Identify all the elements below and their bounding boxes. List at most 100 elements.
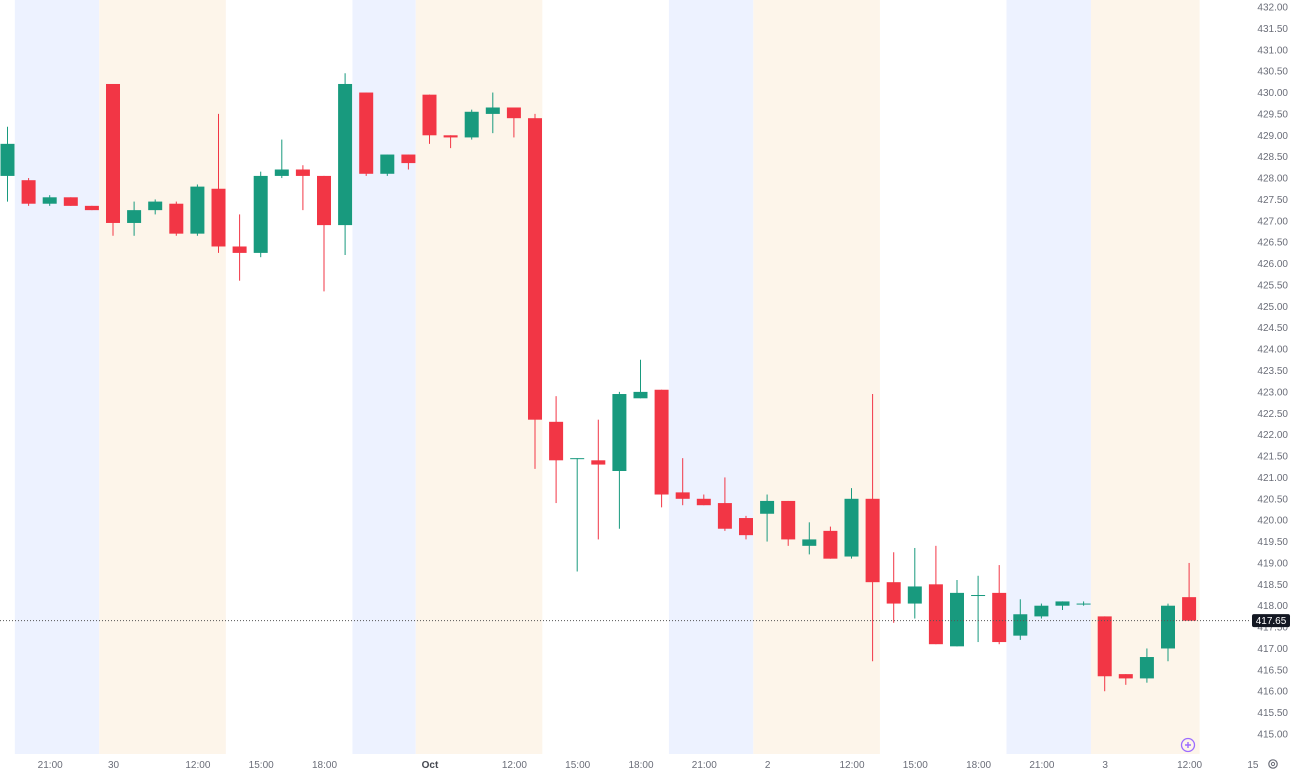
time-tick-label: 21:00 xyxy=(692,760,717,771)
session-band-asia xyxy=(668,0,754,754)
session-band-europe xyxy=(99,0,226,754)
candle-body xyxy=(802,539,817,546)
candle-body xyxy=(211,188,226,247)
price-tick-label: 419.50 xyxy=(1257,537,1288,548)
candle-body xyxy=(1161,605,1175,649)
price-tick-label: 428.00 xyxy=(1257,174,1288,185)
candle-up xyxy=(907,547,922,619)
plus-circle-icon[interactable] xyxy=(1180,737,1196,753)
candle-body xyxy=(21,180,36,204)
candle-body xyxy=(422,94,437,136)
candle-down xyxy=(865,394,880,662)
session-band-europe xyxy=(753,0,880,754)
candle-body xyxy=(528,118,542,420)
candle-body xyxy=(84,205,99,211)
price-tick-label: 420.00 xyxy=(1257,516,1288,527)
candle-body xyxy=(992,592,1007,643)
time-axis[interactable]: 21:00 30 12:00 15:00 18:00 Oct 12:00 15:00 18:00… xyxy=(38,760,1259,771)
candle-body xyxy=(781,500,796,540)
price-tick-label: 418.50 xyxy=(1257,580,1288,591)
candle-up xyxy=(464,109,479,140)
candle-down xyxy=(232,214,247,281)
candle-body xyxy=(549,421,564,461)
candle-body xyxy=(0,143,15,176)
session-band-asia xyxy=(14,0,100,754)
candle-up xyxy=(1034,603,1049,619)
candle-up xyxy=(190,184,205,236)
price-tick-label: 421.00 xyxy=(1257,473,1288,484)
candle-body xyxy=(169,203,184,234)
candle-body xyxy=(253,175,268,253)
candle-body xyxy=(696,498,711,506)
candle-down xyxy=(528,113,542,469)
price-tick-label: 431.50 xyxy=(1257,24,1288,35)
candle-body xyxy=(190,186,205,234)
candle-down xyxy=(63,197,78,206)
price-tick-label: 417.50 xyxy=(1257,623,1288,634)
time-tick-label: 21:00 xyxy=(1029,760,1054,771)
price-tick-label: 427.00 xyxy=(1257,216,1288,227)
candle-down xyxy=(1097,616,1112,692)
price-tick-label: 430.00 xyxy=(1257,88,1288,99)
price-tick-label: 419.00 xyxy=(1257,558,1288,569)
candle-up xyxy=(1139,648,1154,683)
candle-down xyxy=(928,545,943,645)
candle-up xyxy=(148,199,163,215)
candle-body xyxy=(274,169,289,176)
candle-body xyxy=(42,197,57,204)
price-tick-label: 423.00 xyxy=(1257,387,1288,398)
candle-up xyxy=(844,488,859,559)
candle-body xyxy=(1139,657,1154,679)
candle-body xyxy=(106,83,120,223)
price-axis[interactable]: 415.00 415.50 416.00 416.50 417.00 417.50 418.… xyxy=(1257,3,1288,741)
time-tick-label: 3 xyxy=(1102,760,1108,771)
price-tick-label: 420.50 xyxy=(1257,494,1288,505)
time-tick-label: 12:00 xyxy=(1177,760,1202,771)
candle-up xyxy=(1076,601,1091,606)
candle-down xyxy=(781,500,796,546)
candle-up xyxy=(274,139,289,179)
candle-body xyxy=(844,498,859,557)
candle-up xyxy=(1013,599,1028,640)
price-tick-label: 424.50 xyxy=(1257,323,1288,334)
last-price-tag: 417.65 xyxy=(1252,614,1290,628)
price-tick-label: 425.00 xyxy=(1257,302,1288,313)
candle-body xyxy=(401,154,416,164)
time-tick-label: 18:00 xyxy=(312,760,337,771)
candle-down xyxy=(211,113,226,253)
price-tick-label: 427.50 xyxy=(1257,195,1288,206)
time-tick-label: 12:00 xyxy=(185,760,210,771)
candle-up xyxy=(253,171,268,258)
gear-icon[interactable] xyxy=(1268,759,1278,769)
candle-up xyxy=(380,154,395,176)
candle-body xyxy=(338,83,353,226)
candle-down xyxy=(739,515,753,540)
add-button[interactable] xyxy=(1180,737,1196,753)
price-tick-label: 415.50 xyxy=(1257,708,1288,719)
time-tick-label: 12:00 xyxy=(839,760,864,771)
candle-down xyxy=(317,175,331,292)
price-tick-label: 416.50 xyxy=(1257,665,1288,676)
time-tick-label: 30 xyxy=(108,760,120,771)
time-tick-label: 21:00 xyxy=(38,760,63,771)
candle-up xyxy=(633,359,648,399)
settings-button[interactable] xyxy=(1268,759,1278,769)
candle-body xyxy=(865,498,880,583)
candle-up xyxy=(485,92,500,134)
candle-down xyxy=(21,178,36,206)
candle-up xyxy=(338,73,353,256)
candle-down xyxy=(443,135,458,149)
candle-body xyxy=(675,492,690,499)
candle-up xyxy=(950,580,964,647)
candle-up xyxy=(1161,603,1175,662)
price-tick-label: 425.50 xyxy=(1257,280,1288,291)
candle-body xyxy=(232,246,247,253)
price-tick-label: 416.00 xyxy=(1257,687,1288,698)
candle-body xyxy=(1118,674,1133,679)
price-tick-label: 418.00 xyxy=(1257,601,1288,612)
candle-up xyxy=(570,458,585,572)
last-price-tag-background xyxy=(1252,614,1290,628)
price-tick-label: 426.00 xyxy=(1257,259,1288,270)
candle-body xyxy=(928,584,943,645)
